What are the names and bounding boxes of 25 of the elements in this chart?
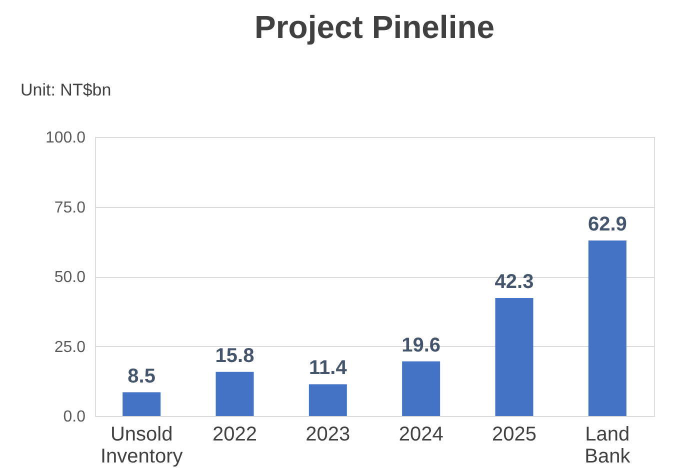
y-tick-label: 75.0 <box>54 199 86 216</box>
y-tick-label: 25.0 <box>54 338 86 356</box>
data-label: 62.9 <box>588 214 627 236</box>
x-tick-label: 2025 <box>492 424 536 446</box>
x-tick-label: 2024 <box>398 424 444 446</box>
data-label: 15.8 <box>215 344 254 367</box>
data-label: 42.3 <box>494 270 534 293</box>
bar <box>308 384 347 416</box>
x-tick-label: Land Bank <box>584 424 632 468</box>
chart-title: Project Pineline <box>254 9 495 45</box>
x-tick-label: 2023 <box>306 424 350 446</box>
bar <box>216 372 254 416</box>
data-label: 8.5 <box>128 365 156 388</box>
data-label: 19.6 <box>402 334 441 356</box>
y-tick-label: 50.0 <box>54 269 86 286</box>
y-tick-label: 100.0 <box>45 130 86 146</box>
bar <box>495 298 534 416</box>
x-tick-label: 2022 <box>212 424 257 446</box>
x-tick-label: Unsold Inventory <box>100 424 183 468</box>
data-label: 11.4 <box>309 357 348 380</box>
bar <box>402 361 440 416</box>
bar <box>122 392 161 416</box>
bar <box>588 240 626 416</box>
y-tick-label: 0.0 <box>63 408 86 426</box>
y-axis-title: Unit: NT$bn <box>20 80 112 100</box>
